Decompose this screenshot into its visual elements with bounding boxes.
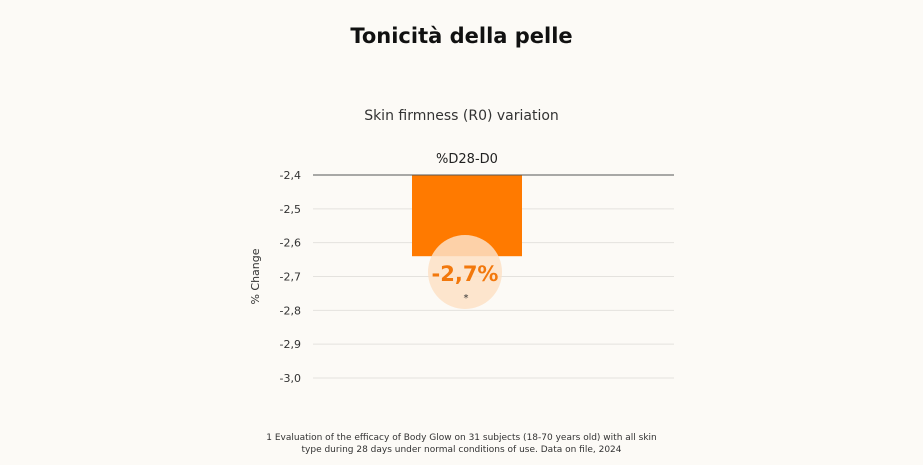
chart-subtitle: Skin firmness (R0) variation bbox=[364, 108, 559, 124]
y-tick-label: -2,8 bbox=[280, 304, 301, 317]
y-tick-label: -2,7 bbox=[280, 271, 301, 284]
significance-marker: * bbox=[464, 293, 469, 304]
y-tick-label: -2,4 bbox=[280, 169, 301, 182]
y-axis-label: % Change bbox=[249, 248, 262, 304]
y-tick-label: -2,9 bbox=[280, 338, 301, 351]
footnote-line-2: type during 28 days under normal conditi… bbox=[301, 445, 622, 455]
y-tick-label: -3,0 bbox=[280, 372, 301, 385]
footnote-line-1: 1 Evaluation of the efficacy of Body Glo… bbox=[266, 433, 657, 443]
value-bubble bbox=[428, 235, 502, 309]
y-tick-label: -2,6 bbox=[280, 237, 301, 250]
footnote: 1 Evaluation of the efficacy of Body Glo… bbox=[0, 432, 923, 456]
category-label: %D28-D0 bbox=[436, 152, 498, 167]
y-tick-label: -2,5 bbox=[280, 203, 301, 216]
chart-title: Tonicità della pelle bbox=[350, 24, 573, 48]
data-label: -2,7% bbox=[432, 262, 499, 286]
bar-chart: -2,4 -2,5 -2,6 -2,7 -2,8 -2,9 -3,0 % Change %D28… bbox=[249, 152, 674, 385]
